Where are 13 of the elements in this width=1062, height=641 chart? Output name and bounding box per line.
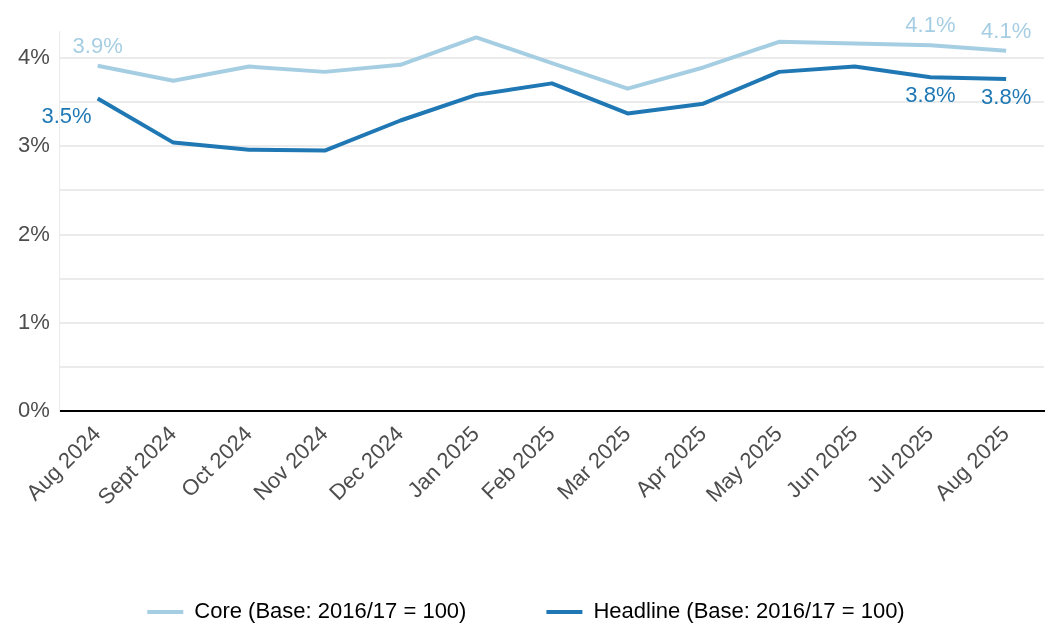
y-tick-label: 0% — [18, 397, 50, 423]
y-tick-label: 4% — [18, 43, 50, 69]
data-label: 4.1% — [905, 12, 956, 38]
legend-label: Core (Base: 2016/17 = 100) — [194, 598, 467, 624]
y-tick-label: 2% — [18, 220, 50, 246]
y-tick-label: 3% — [18, 132, 50, 158]
y-tick-label: 1% — [18, 309, 50, 335]
legend-label: Headline (Base: 2016/17 = 100) — [593, 598, 905, 624]
data-label: 3.5% — [41, 103, 92, 129]
data-label: 4.1% — [981, 17, 1032, 43]
data-label: 3.8% — [981, 84, 1032, 110]
data-label: 3.9% — [72, 32, 123, 58]
data-label: 3.8% — [905, 82, 956, 108]
